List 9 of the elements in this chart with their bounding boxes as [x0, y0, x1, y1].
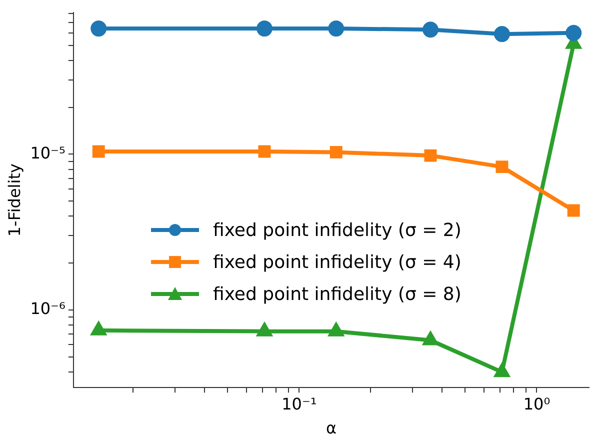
- x-tick-label: 10⁰: [523, 394, 550, 414]
- y-axis-title: 1-Fidelity: [4, 164, 24, 237]
- legend-label: fixed point infidelity (σ = 2): [213, 220, 462, 240]
- x-axis-title: α: [326, 418, 336, 438]
- y-tick-label: 10⁻⁵: [30, 143, 66, 162]
- y-tick-label: 10⁻⁶: [30, 299, 66, 318]
- legend-label: fixed point infidelity (σ = 4): [213, 252, 462, 272]
- x-tick-label: 10⁻¹: [282, 394, 317, 414]
- legend-label: fixed point infidelity (σ = 8): [213, 284, 462, 304]
